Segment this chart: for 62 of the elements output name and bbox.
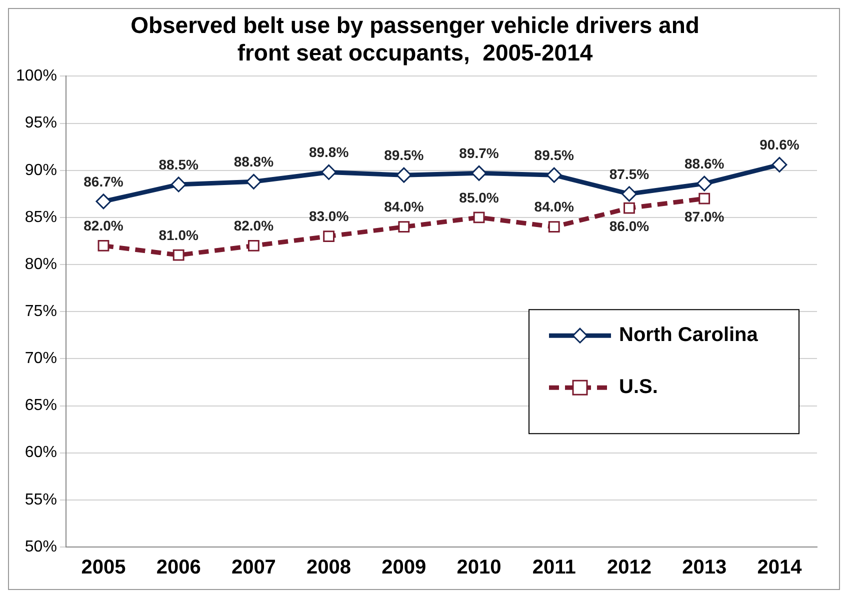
y-tick-label: 60% [24, 444, 57, 462]
point [546, 167, 562, 183]
data-label: 86.7% [84, 173, 124, 190]
point [321, 164, 337, 180]
legend-label: North Carolina [619, 324, 759, 346]
x-tick-label: 2006 [156, 556, 201, 579]
y-tick-label: 85% [24, 208, 57, 226]
x-tick-label: 2008 [306, 556, 352, 579]
point [548, 221, 560, 233]
data-label: 88.6% [684, 155, 725, 172]
y-tick-label: 95% [24, 114, 57, 132]
y-tick-label: 90% [24, 162, 57, 179]
point [624, 202, 635, 214]
data-label: 87.5% [609, 166, 650, 182]
point [96, 194, 112, 210]
point [621, 186, 637, 202]
x-tick-label: 2007 [231, 556, 276, 579]
point [248, 240, 260, 252]
x-tick-label: 2005 [81, 556, 126, 579]
point [396, 167, 412, 183]
data-label: 82.0% [234, 218, 274, 234]
x-tick-label: 2013 [682, 556, 727, 579]
y-tick-label: 70% [24, 350, 57, 368]
data-label: 88.5% [158, 156, 199, 172]
data-label: 89.5% [534, 146, 575, 163]
x-tick-label: 2012 [606, 556, 652, 579]
x-tick-label: 2010 [456, 556, 502, 579]
point [172, 249, 184, 261]
point [398, 221, 410, 233]
x-tick-label: 2011 [532, 556, 576, 579]
y-tick-label: 65% [24, 397, 57, 414]
data-label: 85.0% [459, 189, 500, 206]
point [471, 165, 487, 181]
y-tick-label: 55% [24, 491, 57, 508]
point [473, 212, 485, 224]
point [246, 174, 262, 190]
y-tick-label: 75% [24, 303, 57, 320]
point [698, 192, 710, 204]
point [772, 156, 788, 172]
point [170, 176, 186, 192]
data-label: 84.0% [384, 198, 424, 215]
data-label: 81.0% [158, 226, 199, 243]
data-label: 89.7% [459, 145, 500, 162]
x-tick-label: 2014 [757, 556, 803, 579]
x-tick-label: 2009 [382, 556, 426, 579]
y-tick-label: 80% [24, 256, 57, 273]
data-label: 89.5% [384, 146, 424, 163]
y-tick-label: 100% [16, 68, 57, 85]
point [696, 176, 712, 192]
data-label: 83.0% [308, 208, 350, 224]
data-label: 87.0% [684, 208, 725, 224]
data-label: 82.0% [84, 218, 124, 234]
legend-label: U.S. [619, 376, 658, 398]
data-label: 88.8% [234, 154, 274, 170]
data-label: 84.0% [534, 198, 575, 215]
y-tick-label: 50% [24, 538, 57, 556]
data-label: 89.8% [308, 144, 350, 160]
data-label: 86.0% [609, 218, 650, 234]
chart-title: Observed belt use by passenger vehicle drivers and front seat occupants, 2005-2014 [130, 12, 700, 66]
data-label: 90.6% [760, 136, 800, 153]
point [323, 230, 334, 242]
point [98, 240, 110, 252]
